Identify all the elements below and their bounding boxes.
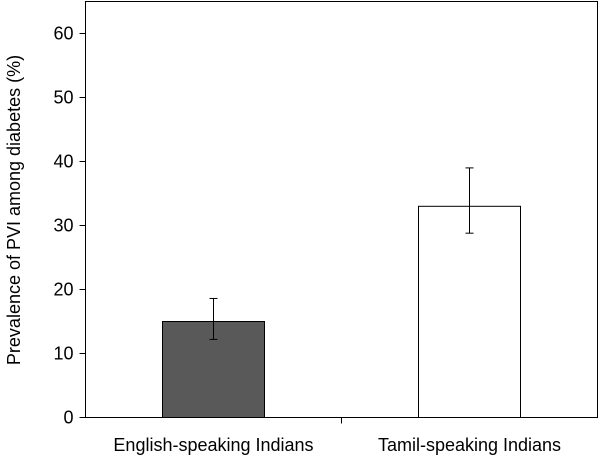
y-axis-title: Prevalence of PVI among diabetes (%) <box>4 55 24 365</box>
y-tick-label: 50 <box>53 88 73 108</box>
x-category-label: Tamil-speaking Indians <box>378 435 561 455</box>
x-axis-labels: English-speaking Indians Tamil-speaking I… <box>113 435 561 455</box>
y-tick-label: 40 <box>53 152 73 172</box>
error-bars <box>209 167 474 340</box>
y-tick-label: 30 <box>53 216 73 236</box>
y-tick-label: 10 <box>53 344 73 364</box>
y-tick-label: 20 <box>53 280 73 300</box>
x-category-label: English-speaking Indians <box>113 435 313 455</box>
y-axis: 0 10 20 30 40 50 60 <box>53 24 342 428</box>
y-tick-label: 60 <box>53 24 73 44</box>
y-tick-label: 0 <box>63 408 73 428</box>
bars <box>162 205 521 418</box>
bar-2 <box>418 205 521 418</box>
